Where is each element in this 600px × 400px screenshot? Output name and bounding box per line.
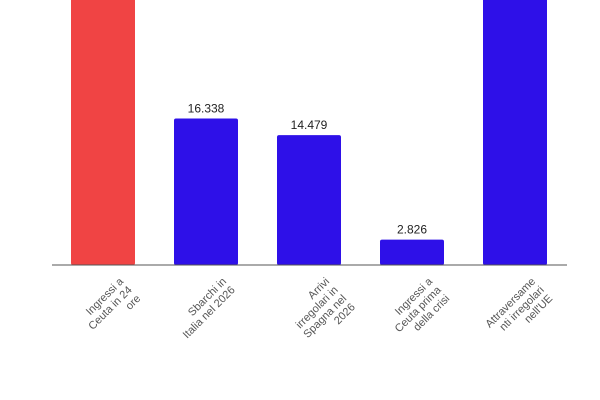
bar-3 [277,135,341,265]
x-tick-label-5: Attraversamenti irregolarinell'UE [483,276,555,348]
bar-4 [380,239,444,265]
bar-2 [174,118,238,265]
x-tick-label-1: Ingressi aCeuta in 24ore [78,275,144,341]
bars-group [71,0,547,265]
data-label-3: 14.479 [291,118,328,132]
x-tick-label-2: Sbarchi inItalia nel 2026 [172,276,237,341]
bar-5 [483,0,547,265]
bar-1 [71,0,135,265]
x-tick-label-4: Ingressi aCeuta primadella crisi [384,275,453,344]
data-label-2: 16.338 [188,101,225,115]
data-label-4: 2.826 [397,223,427,237]
x-tick-label-3: Arriviirregolari inSpagna nel2026 [284,276,358,350]
x-tick-labels-group: Ingressi aCeuta in 24ore Sbarchi inItalia… [78,275,555,350]
data-labels-group: 16.338 14.479 2.826 [188,101,428,236]
